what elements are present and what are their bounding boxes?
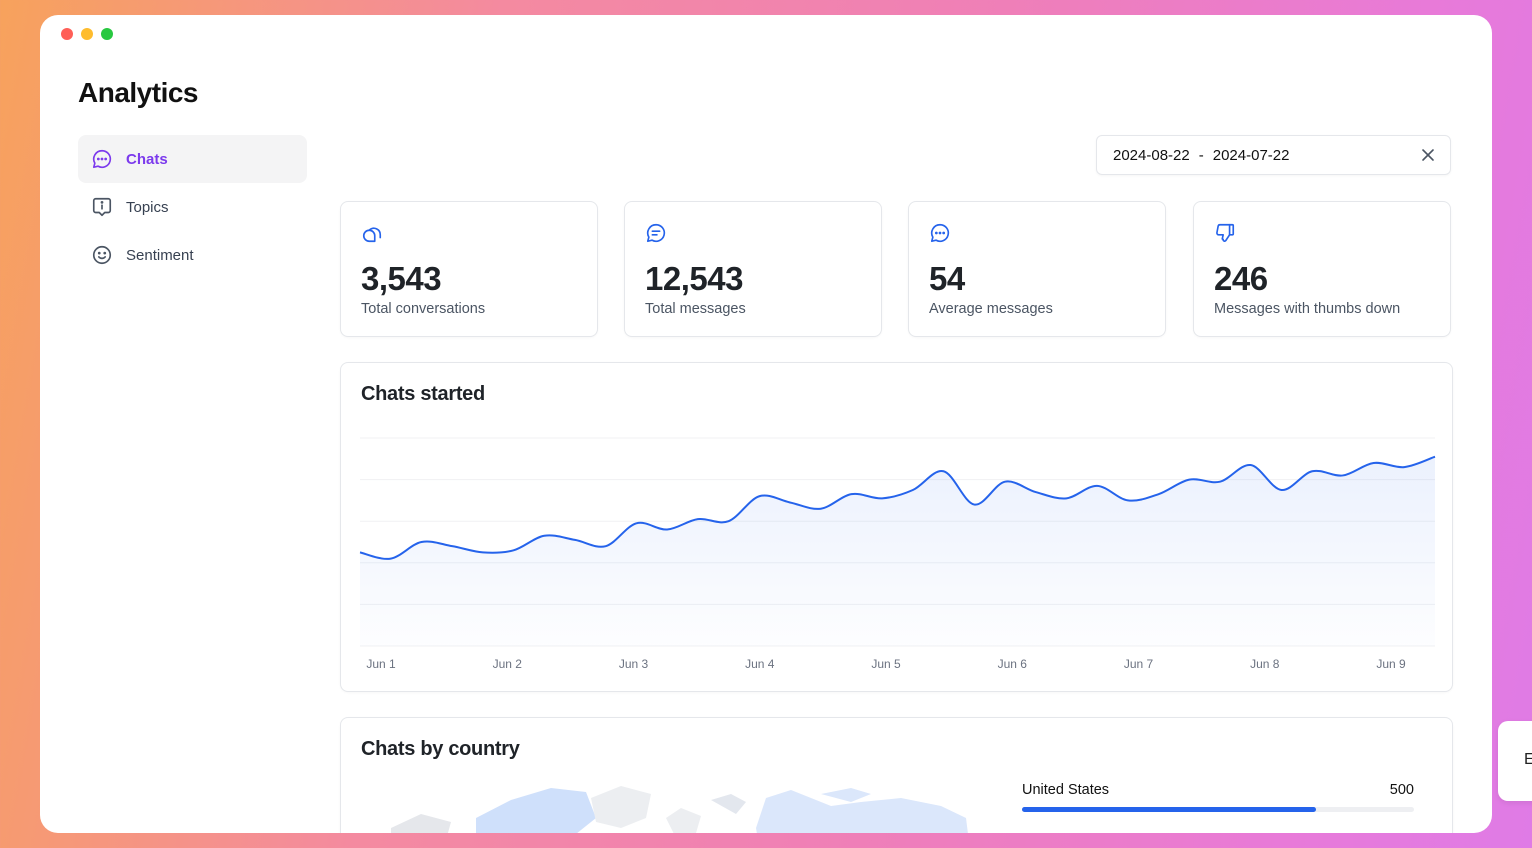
stat-value: 54: [929, 260, 965, 297]
x-tick-label: Jun 4: [745, 657, 775, 671]
country-name: United States: [1022, 782, 1110, 798]
message-dots-icon: [929, 222, 951, 244]
date-range-start: 2024-08-22: [1113, 146, 1190, 164]
stat-value: 12,543: [645, 260, 743, 297]
x-tick-label: Jun 1: [366, 657, 396, 671]
stat-label: Total messages: [645, 301, 746, 317]
smiley-icon: [90, 243, 114, 267]
stat-card-total-conversations: 3,543 Total conversations: [340, 201, 598, 337]
stat-value: 246: [1214, 260, 1268, 297]
chats-by-country-panel: Chats by country United States 500: [340, 717, 1453, 833]
stat-card-total-messages: 12,543 Total messages: [624, 201, 882, 337]
floating-card-text: E: [1524, 751, 1532, 768]
date-range-picker[interactable]: 2024-08-22 - 2024-07-22: [1096, 135, 1451, 175]
country-bar-track: [1022, 807, 1414, 812]
floating-card[interactable]: E: [1498, 721, 1532, 801]
x-tick-label: Jun 3: [619, 657, 649, 671]
stat-card-average-messages: 54 Average messages: [908, 201, 1166, 337]
x-tick-label: Jun 6: [998, 657, 1028, 671]
sidebar-item-chats[interactable]: Chats: [78, 135, 307, 183]
window-controls: [61, 28, 113, 40]
stat-label: Total conversations: [361, 301, 486, 317]
sidebar-item-label: Sentiment: [126, 246, 194, 264]
x-tick-label: Jun 8: [1250, 657, 1280, 671]
date-range-separator: -: [1198, 146, 1204, 164]
x-tick-label: Jun 7: [1124, 657, 1154, 671]
country-bar-fill: [1022, 807, 1316, 812]
chart-title: Chats started: [361, 383, 485, 405]
minimize-window-button[interactable]: [81, 28, 93, 40]
close-icon[interactable]: [1420, 147, 1436, 163]
message-lines-icon: [645, 222, 667, 244]
x-tick-label: Jun 2: [493, 657, 523, 671]
chart-series-line: [359, 455, 1436, 560]
country-row: United States 500: [1022, 782, 1414, 812]
sidebar-item-topics[interactable]: Topics: [78, 183, 307, 231]
stats-row: 3,543 Total conversations 12,543 Total m…: [340, 201, 1453, 337]
sidebar: Chats Topics Sentiment: [78, 135, 307, 279]
x-tick-label: Jun 5: [871, 657, 901, 671]
chats-started-chart: Jun 1 Jun 2 Jun 3 Jun 4 Jun 5 Jun 6 Jun 7 Jun 8…: [359, 437, 1436, 671]
stat-card-thumbs-down: 246 Messages with thumbs down: [1193, 201, 1451, 337]
maximize-window-button[interactable]: [101, 28, 113, 40]
info-bubble-icon: [90, 195, 114, 219]
chat-bubble-icon: [90, 147, 114, 171]
stat-label: Messages with thumbs down: [1214, 301, 1401, 317]
country-panel-title: Chats by country: [361, 738, 520, 760]
stat-label: Average messages: [929, 301, 1053, 317]
sidebar-item-label: Chats: [126, 150, 168, 168]
page-title: Analytics: [78, 77, 199, 108]
world-map: [391, 786, 968, 833]
sidebar-item-label: Topics: [126, 198, 169, 216]
thumbs-down-icon: [1214, 222, 1236, 244]
date-range-end: 2024-07-22: [1212, 146, 1290, 164]
app-window: Analytics Chats Topics: [40, 15, 1492, 833]
country-value: 500: [1389, 782, 1414, 798]
conversations-icon: [361, 222, 383, 244]
sidebar-item-sentiment[interactable]: Sentiment: [78, 231, 307, 279]
stat-value: 3,543: [361, 260, 442, 297]
chart-area-fill: [360, 456, 1435, 646]
close-window-button[interactable]: [61, 28, 73, 40]
x-tick-label: Jun 9: [1376, 657, 1406, 671]
